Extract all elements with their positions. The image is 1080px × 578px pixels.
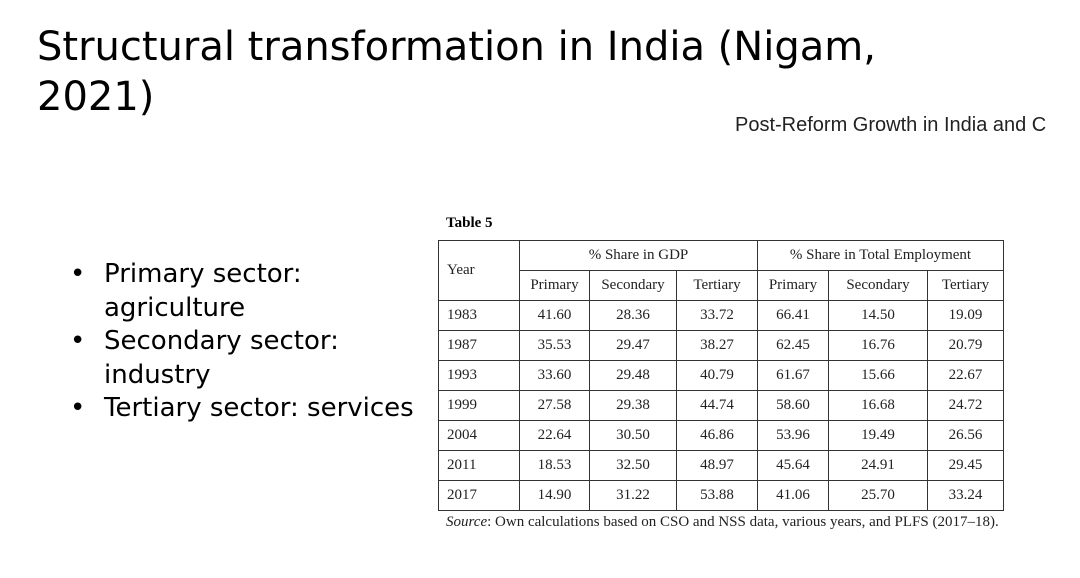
value-cell: 53.88 xyxy=(676,480,758,511)
year-cell: 2017 xyxy=(438,480,520,511)
bullet-item: Secondary sector: industry xyxy=(70,325,420,392)
value-cell: 33.72 xyxy=(676,300,758,331)
value-cell: 45.64 xyxy=(757,450,829,481)
data-table: Year % Share in GDP % Share in Total Emp… xyxy=(438,240,1004,511)
value-cell: 62.45 xyxy=(757,330,829,361)
value-cell: 19.09 xyxy=(927,300,1004,331)
value-cell: 41.60 xyxy=(519,300,590,331)
value-cell: 38.27 xyxy=(676,330,758,361)
value-cell: 58.60 xyxy=(757,390,829,421)
sub-header: Secondary xyxy=(828,270,928,301)
year-cell: 1993 xyxy=(438,360,520,391)
table-row: 2011 18.53 32.50 48.97 45.64 24.91 29.45 xyxy=(438,450,1004,481)
value-cell: 22.67 xyxy=(927,360,1004,391)
source-label: Source xyxy=(446,514,488,530)
value-cell: 53.96 xyxy=(757,420,829,451)
value-cell: 24.91 xyxy=(828,450,928,481)
value-cell: 15.66 xyxy=(828,360,928,391)
bullet-item: Tertiary sector: services xyxy=(70,392,420,426)
year-cell: 1987 xyxy=(438,330,520,361)
value-cell: 35.53 xyxy=(519,330,590,361)
table-caption: Table 5 xyxy=(446,215,493,231)
year-header: Year xyxy=(438,240,520,301)
sub-header: Tertiary xyxy=(927,270,1004,301)
year-cell: 1983 xyxy=(438,300,520,331)
value-cell: 14.90 xyxy=(519,480,590,511)
table-row: 1999 27.58 29.38 44.74 58.60 16.68 24.72 xyxy=(438,390,1004,421)
value-cell: 29.38 xyxy=(589,390,677,421)
source-text: : Own calculations based on CSO and NSS … xyxy=(487,514,999,530)
table-row: 2017 14.90 31.22 53.88 41.06 25.70 33.24 xyxy=(438,480,1004,511)
year-cell: 2004 xyxy=(438,420,520,451)
group-header: % Share in Total Employment xyxy=(757,240,1004,271)
value-cell: 22.64 xyxy=(519,420,590,451)
table-row: 1993 33.60 29.48 40.79 61.67 15.66 22.67 xyxy=(438,360,1004,391)
value-cell: 14.50 xyxy=(828,300,928,331)
value-cell: 20.79 xyxy=(927,330,1004,361)
value-cell: 26.56 xyxy=(927,420,1004,451)
value-cell: 29.45 xyxy=(927,450,1004,481)
table-row: 1987 35.53 29.47 38.27 62.45 16.76 20.79 xyxy=(438,330,1004,361)
table-row: 2004 22.64 30.50 46.86 53.96 19.49 26.56 xyxy=(438,420,1004,451)
value-cell: 33.24 xyxy=(927,480,1004,511)
slide-title: Structural transformation in India (Niga… xyxy=(37,24,876,120)
group-header: % Share in GDP xyxy=(519,240,758,271)
header-right: Post-Reform Growth in India and C xyxy=(735,114,1047,136)
value-cell: 27.58 xyxy=(519,390,590,421)
value-cell: 16.68 xyxy=(828,390,928,421)
bullet-list: Primary sector: agricultureSecondary sec… xyxy=(70,258,420,426)
value-cell: 24.72 xyxy=(927,390,1004,421)
value-cell: 25.70 xyxy=(828,480,928,511)
value-cell: 18.53 xyxy=(519,450,590,481)
sub-header: Primary xyxy=(519,270,590,301)
sub-header: Primary xyxy=(757,270,829,301)
value-cell: 66.41 xyxy=(757,300,829,331)
sub-header: Tertiary xyxy=(676,270,758,301)
sub-header: Secondary xyxy=(589,270,677,301)
value-cell: 41.06 xyxy=(757,480,829,511)
value-cell: 33.60 xyxy=(519,360,590,391)
value-cell: 46.86 xyxy=(676,420,758,451)
value-cell: 29.47 xyxy=(589,330,677,361)
value-cell: 16.76 xyxy=(828,330,928,361)
table-source: Source: Own calculations based on CSO an… xyxy=(446,514,999,531)
value-cell: 48.97 xyxy=(676,450,758,481)
value-cell: 31.22 xyxy=(589,480,677,511)
value-cell: 44.74 xyxy=(676,390,758,421)
value-cell: 32.50 xyxy=(589,450,677,481)
bullet-item: Primary sector: agriculture xyxy=(70,258,420,325)
value-cell: 40.79 xyxy=(676,360,758,391)
value-cell: 61.67 xyxy=(757,360,829,391)
table-row: 1983 41.60 28.36 33.72 66.41 14.50 19.09 xyxy=(438,300,1004,331)
value-cell: 19.49 xyxy=(828,420,928,451)
value-cell: 29.48 xyxy=(589,360,677,391)
value-cell: 28.36 xyxy=(589,300,677,331)
year-cell: 2011 xyxy=(438,450,520,481)
value-cell: 30.50 xyxy=(589,420,677,451)
year-cell: 1999 xyxy=(438,390,520,421)
